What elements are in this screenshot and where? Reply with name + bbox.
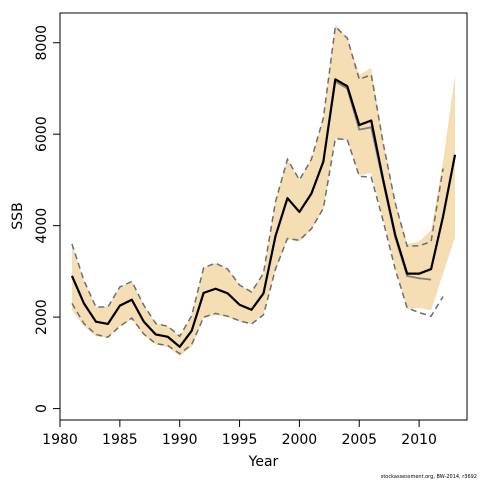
x-tick-label: 1995: [222, 432, 258, 448]
x-tick-label: 2010: [401, 432, 437, 448]
y-tick-label: 0: [34, 404, 50, 413]
x-tick-label: 1990: [162, 432, 198, 448]
confidence-band-layer: [71, 24, 456, 356]
y-tick-label: 8000: [34, 25, 50, 61]
previous-upper-bound-line: [71, 25, 444, 338]
x-tick-label: 2005: [341, 432, 377, 448]
y-tick-label: 4000: [34, 208, 50, 244]
current-estimate-layer: [70, 78, 457, 348]
x-axis: 1980 1985 1990 1995 2000 2005 2010: [42, 420, 437, 448]
y-axis-label: SSB: [10, 202, 26, 229]
y-tick-label: 2000: [34, 299, 50, 335]
previous-bounds-layer: [71, 25, 444, 355]
ssb-confidence-band: [71, 24, 456, 356]
footer-note: stockassessment.org, BW-2014, r3692: [381, 474, 477, 480]
x-tick-label: 1985: [102, 432, 138, 448]
current-estimate-line: [70, 78, 457, 348]
y-tick-label: 6000: [34, 116, 50, 152]
plot-frame: [59, 12, 468, 421]
x-tick-label: 1980: [42, 432, 78, 448]
y-axis: 0 2000 4000 6000 8000: [34, 25, 60, 413]
x-tick-label: 2000: [282, 432, 318, 448]
x-axis-label: Year: [248, 454, 279, 470]
